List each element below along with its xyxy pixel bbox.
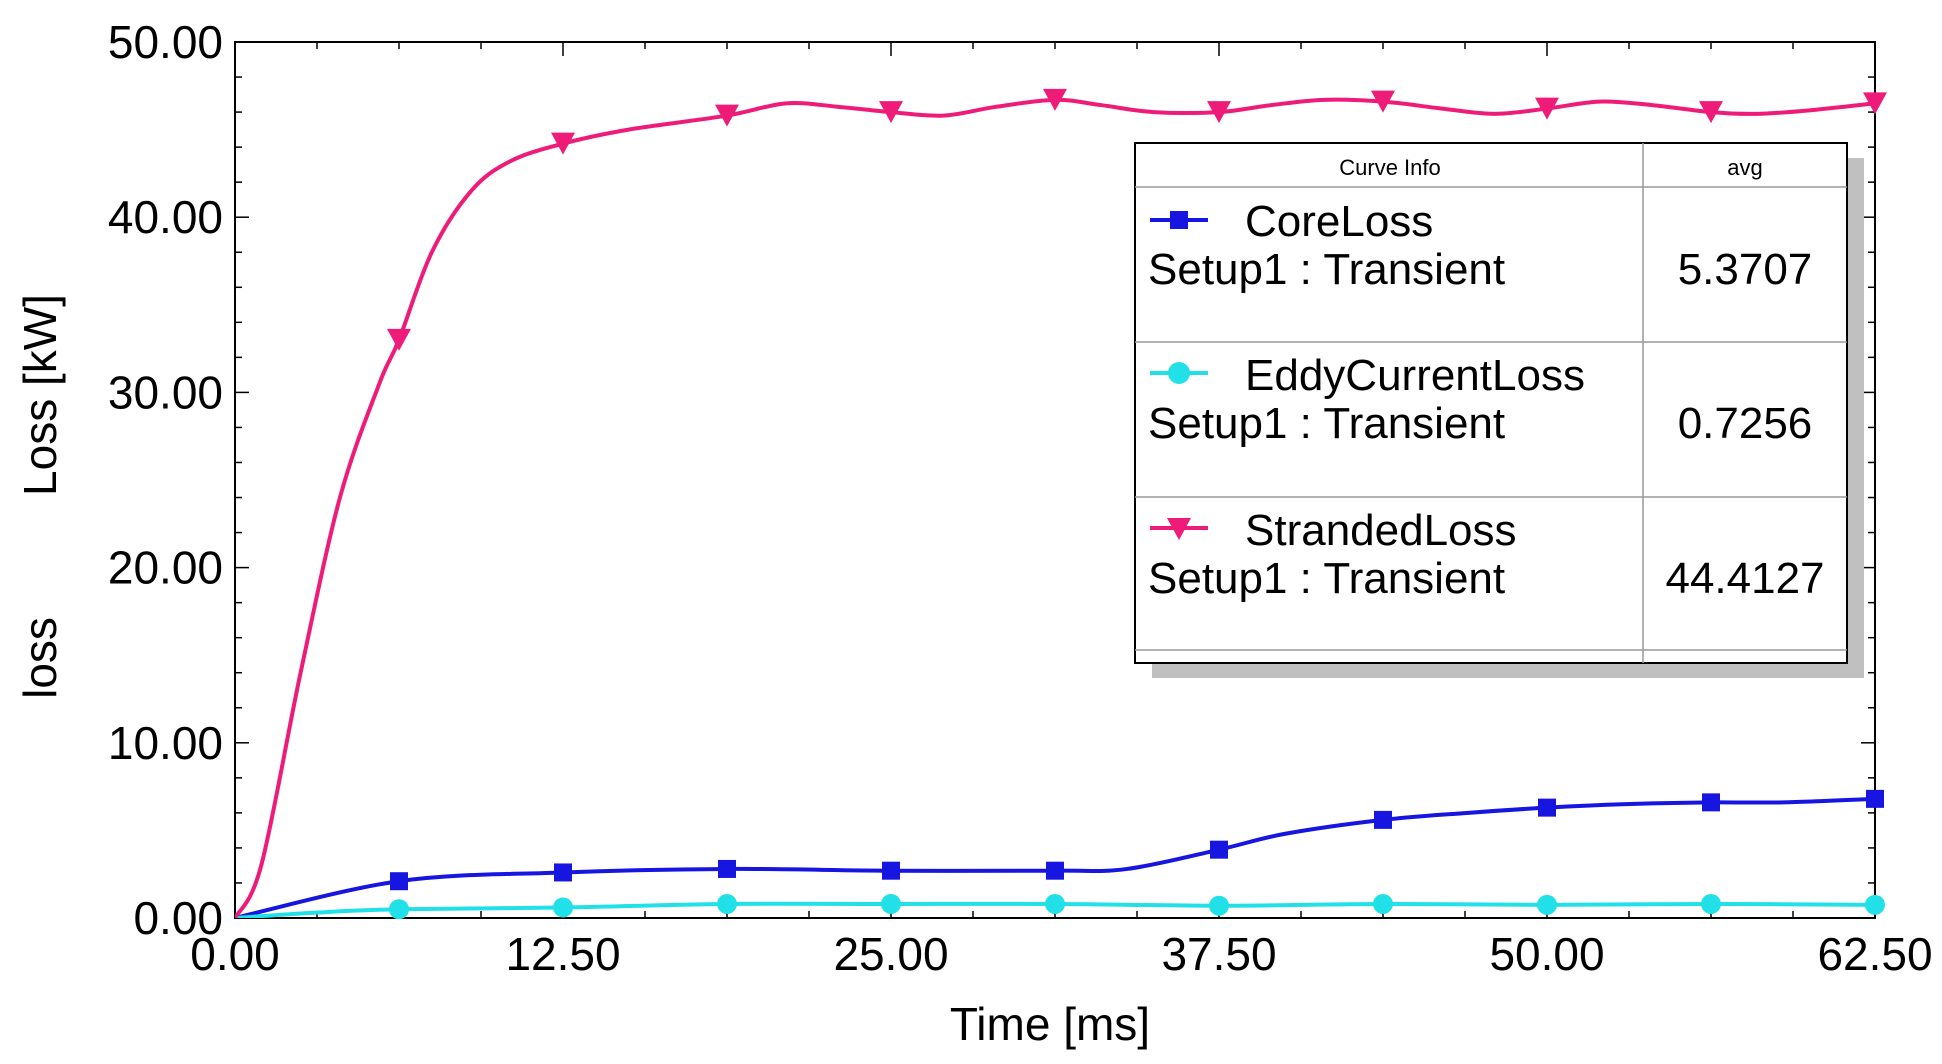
x-tick-label: 62.50 bbox=[1817, 928, 1932, 980]
y-tick-label: 40.00 bbox=[108, 191, 223, 243]
data-point-coreloss bbox=[1210, 840, 1228, 859]
data-point-eddycurrentloss bbox=[389, 899, 409, 920]
data-point-strandedloss bbox=[551, 132, 575, 155]
series-line-eddycurrentloss bbox=[235, 901, 1875, 918]
data-point-coreloss bbox=[1374, 810, 1392, 829]
data-point-strandedloss bbox=[1043, 88, 1067, 111]
data-point-strandedloss bbox=[1207, 101, 1231, 124]
legend[interactable]: Curve Info avg CoreLoss Setup1 : Transie… bbox=[1134, 142, 1864, 678]
data-point-coreloss bbox=[718, 859, 736, 878]
data-point-strandedloss bbox=[1535, 97, 1559, 120]
data-point-eddycurrentloss bbox=[1701, 893, 1721, 914]
legend-series-setup: Setup1 : Transient bbox=[1148, 399, 1505, 448]
x-tick-label: 50.00 bbox=[1489, 928, 1604, 980]
legend-marker-eddycurrentloss bbox=[1168, 362, 1190, 384]
data-point-strandedloss bbox=[387, 328, 411, 351]
data-point-eddycurrentloss bbox=[553, 897, 573, 918]
data-point-coreloss bbox=[882, 861, 900, 880]
data-point-strandedloss bbox=[715, 104, 739, 127]
data-point-strandedloss bbox=[879, 101, 903, 124]
data-point-eddycurrentloss bbox=[717, 893, 737, 914]
x-tick-labels: 0.00 12.50 25.00 37.50 50.00 62.50 bbox=[190, 928, 1932, 980]
series-line-strandedloss bbox=[235, 97, 1875, 918]
y-axis-subtitle: loss bbox=[14, 617, 66, 699]
data-point-strandedloss bbox=[1699, 101, 1723, 124]
y-tick-label: 0.00 bbox=[133, 892, 223, 944]
legend-box bbox=[1134, 142, 1848, 664]
legend-series-avg: 5.3707 bbox=[1678, 245, 1813, 294]
data-point-coreloss bbox=[390, 872, 408, 891]
x-tick-label: 25.00 bbox=[833, 928, 948, 980]
data-point-coreloss bbox=[1866, 789, 1884, 808]
data-point-strandedloss bbox=[1371, 90, 1395, 113]
data-point-eddycurrentloss bbox=[1209, 895, 1229, 916]
data-point-eddycurrentloss bbox=[1537, 894, 1557, 915]
y-tick-label: 20.00 bbox=[108, 542, 223, 594]
legend-header-curve-info: Curve Info bbox=[1339, 155, 1441, 180]
x-tick-label: 37.50 bbox=[1161, 928, 1276, 980]
series-markers bbox=[387, 88, 1887, 920]
y-tick-label: 50.00 bbox=[108, 16, 223, 68]
x-tick-label: 0.00 bbox=[190, 928, 280, 980]
data-point-coreloss bbox=[1538, 798, 1556, 817]
y-tick-label: 10.00 bbox=[108, 717, 223, 769]
legend-marker-strandedloss bbox=[1167, 518, 1191, 540]
legend-header-avg: avg bbox=[1727, 155, 1762, 180]
data-point-eddycurrentloss bbox=[1045, 893, 1065, 914]
legend-series-avg: 0.7256 bbox=[1678, 399, 1813, 448]
data-point-eddycurrentloss bbox=[1865, 894, 1885, 915]
legend-series-name: CoreLoss bbox=[1245, 197, 1433, 246]
data-point-eddycurrentloss bbox=[1373, 893, 1393, 914]
data-point-coreloss bbox=[1702, 793, 1720, 812]
y-axis-title: Loss [kW] bbox=[14, 294, 66, 496]
legend-marker-coreloss bbox=[1170, 211, 1188, 229]
x-tick-label: 12.50 bbox=[505, 928, 620, 980]
legend-series-name: StrandedLoss bbox=[1245, 506, 1517, 555]
y-tick-labels: 0.00 10.00 20.00 30.00 40.00 50.00 bbox=[108, 16, 223, 944]
legend-series-avg: 44.4127 bbox=[1665, 554, 1824, 603]
x-axis-title: Time [ms] bbox=[950, 998, 1150, 1050]
legend-series-name: EddyCurrentLoss bbox=[1245, 351, 1585, 400]
data-point-coreloss bbox=[554, 863, 572, 882]
data-point-strandedloss bbox=[1863, 92, 1887, 115]
data-point-coreloss bbox=[1046, 861, 1064, 880]
legend-series-setup: Setup1 : Transient bbox=[1148, 554, 1505, 603]
y-tick-label: 30.00 bbox=[108, 366, 223, 418]
data-point-eddycurrentloss bbox=[881, 893, 901, 914]
legend-series-setup: Setup1 : Transient bbox=[1148, 245, 1505, 294]
